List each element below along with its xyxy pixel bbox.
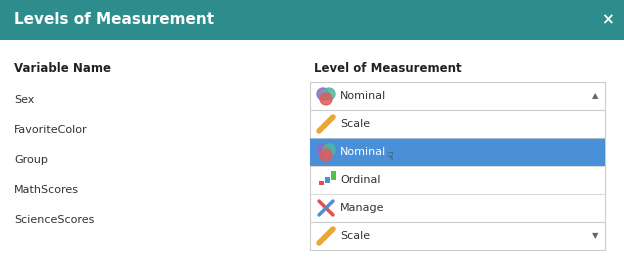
Bar (325, 177, 330, 183)
Text: Sex: Sex (14, 95, 34, 105)
Circle shape (320, 149, 332, 161)
Bar (310, 110, 605, 222)
Bar (331, 171, 336, 180)
Bar (310, 222, 605, 250)
Bar (0, 40, 624, 271)
Text: Ordinal: Ordinal (340, 175, 381, 185)
Text: ×: × (602, 12, 614, 27)
Text: FavoriteColor: FavoriteColor (14, 125, 87, 135)
Text: Group: Group (14, 155, 48, 165)
Text: ▲: ▲ (592, 92, 598, 101)
Bar (310, 138, 605, 166)
Circle shape (320, 93, 332, 105)
Text: ☟: ☟ (387, 152, 393, 162)
Circle shape (317, 88, 329, 100)
Text: Scale: Scale (340, 231, 370, 241)
Text: Nominal: Nominal (340, 91, 386, 101)
Text: Level of Measurement: Level of Measurement (314, 62, 462, 75)
Text: ScienceScores: ScienceScores (14, 215, 94, 225)
Text: Scale: Scale (340, 119, 370, 129)
Bar (0, 0, 624, 40)
Text: Variable Name: Variable Name (14, 62, 111, 75)
Text: Levels of Measurement: Levels of Measurement (14, 12, 214, 27)
Text: Manage: Manage (340, 203, 384, 213)
Circle shape (323, 88, 335, 100)
Bar (310, 82, 605, 110)
Bar (319, 181, 324, 185)
Text: Nominal: Nominal (340, 147, 386, 157)
Circle shape (323, 144, 335, 156)
Circle shape (317, 144, 329, 156)
Text: MathScores: MathScores (14, 185, 79, 195)
Text: ▼: ▼ (592, 231, 598, 240)
